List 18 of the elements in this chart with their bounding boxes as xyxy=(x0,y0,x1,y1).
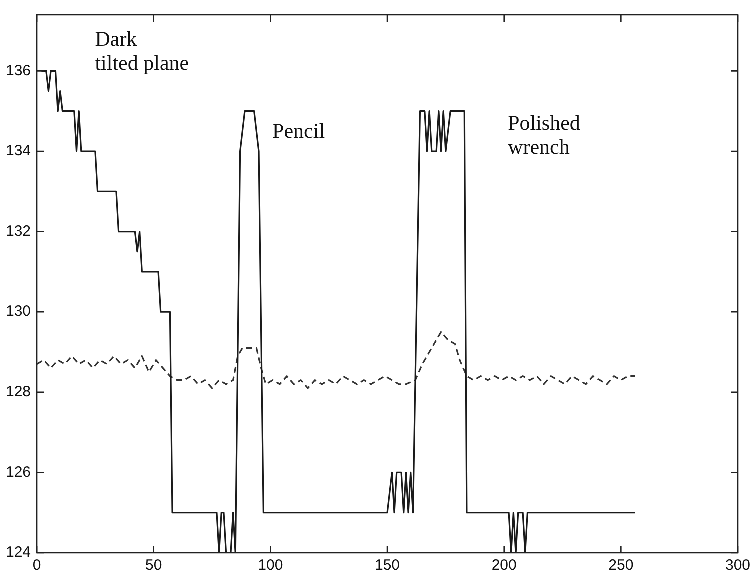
line-series xyxy=(37,331,636,390)
x-tick-label: 300 xyxy=(725,557,751,574)
y-tick-label: 126 xyxy=(6,464,32,481)
y-tick-label: 136 xyxy=(6,62,32,80)
x-tick-label: 250 xyxy=(608,557,634,574)
annotation: Pencil xyxy=(272,119,326,144)
y-tick-label: 134 xyxy=(6,142,32,160)
y-tick-label: 128 xyxy=(6,384,32,401)
x-tick-label: 200 xyxy=(492,557,517,574)
x-tick-label: 50 xyxy=(146,557,162,574)
y-tick-label: 130 xyxy=(6,303,32,320)
x-tick-label: 150 xyxy=(375,557,400,574)
annotation: Polished wrench xyxy=(508,111,581,160)
y-tick-label: 132 xyxy=(6,222,32,240)
annotation: Dark tilted plane xyxy=(95,27,190,76)
y-tick-label: 124 xyxy=(6,544,32,562)
x-tick-label: 100 xyxy=(258,557,284,574)
x-tick-label: 0 xyxy=(32,557,42,574)
